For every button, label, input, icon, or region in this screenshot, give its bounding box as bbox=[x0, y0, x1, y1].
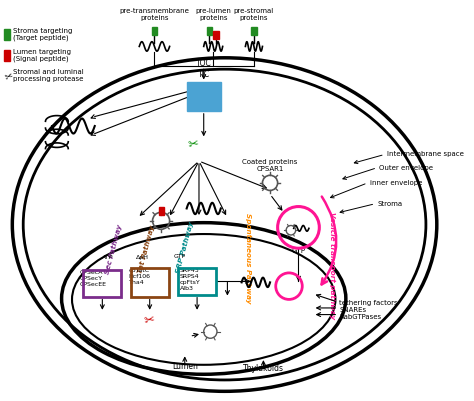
FancyArrowPatch shape bbox=[321, 196, 336, 284]
Bar bbox=[83, 270, 121, 297]
Text: ✂: ✂ bbox=[3, 70, 14, 82]
Bar bbox=[4, 29, 10, 40]
Text: Thylakoids: Thylakoids bbox=[243, 365, 284, 373]
Text: Vesicle transport pathway: Vesicle transport pathway bbox=[328, 212, 335, 319]
Text: GTP: GTP bbox=[292, 248, 306, 254]
Text: Stromal and luminal
processing protease: Stromal and luminal processing protease bbox=[13, 69, 84, 82]
Bar bbox=[4, 50, 10, 61]
Text: TOC
TIC: TOC TIC bbox=[196, 59, 211, 79]
Text: SRP43
SRPS4
cpFtsY
Alb3: SRP43 SRPS4 cpFtsY Alb3 bbox=[180, 268, 201, 291]
Text: pre-stromal
proteins: pre-stromal proteins bbox=[234, 8, 274, 21]
Text: Intermembrane space: Intermembrane space bbox=[387, 152, 464, 158]
Bar bbox=[152, 28, 157, 35]
Text: tethering factors
SNAREs
RabGTPases: tethering factors SNAREs RabGTPases bbox=[339, 300, 398, 320]
Text: Spontaneous Pathway: Spontaneous Pathway bbox=[245, 213, 251, 304]
Text: Lumen: Lumen bbox=[172, 362, 198, 371]
Text: ✂: ✂ bbox=[187, 137, 200, 152]
Text: ✂: ✂ bbox=[144, 313, 156, 328]
Text: Stroma: Stroma bbox=[377, 201, 402, 207]
Bar bbox=[178, 268, 216, 295]
Text: CPSecA
CPSecY
CPSecEE: CPSecA CPSecY CPSecEE bbox=[80, 270, 107, 287]
Text: Lumen targeting
(Signal peptide): Lumen targeting (Signal peptide) bbox=[13, 49, 71, 62]
Text: Coated proteins
CPSAR1: Coated proteins CPSAR1 bbox=[242, 158, 298, 172]
Bar bbox=[187, 83, 221, 111]
Text: cpTatC
Hcf106
Tha4: cpTatC Hcf106 Tha4 bbox=[129, 268, 151, 285]
Bar bbox=[213, 31, 219, 39]
Text: Tat Pathway: Tat Pathway bbox=[137, 225, 156, 274]
Text: SRP Pathway: SRP Pathway bbox=[175, 221, 195, 274]
Text: ΔpH: ΔpH bbox=[136, 255, 149, 260]
Bar bbox=[251, 28, 257, 35]
Text: pre-lumen
proteins: pre-lumen proteins bbox=[195, 8, 231, 21]
Text: Stroma targeting
(Target peptide): Stroma targeting (Target peptide) bbox=[13, 28, 73, 41]
Bar bbox=[159, 207, 164, 215]
Text: pre-transmembrane
proteins: pre-transmembrane proteins bbox=[119, 8, 190, 21]
Text: inner envelope: inner envelope bbox=[370, 180, 422, 186]
Bar bbox=[207, 28, 212, 35]
Text: Outer envelope: Outer envelope bbox=[379, 165, 433, 171]
Text: GTP: GTP bbox=[174, 254, 186, 259]
Text: Sec Pathway: Sec Pathway bbox=[104, 224, 123, 275]
Bar bbox=[131, 268, 169, 297]
Text: ATP: ATP bbox=[101, 255, 113, 260]
